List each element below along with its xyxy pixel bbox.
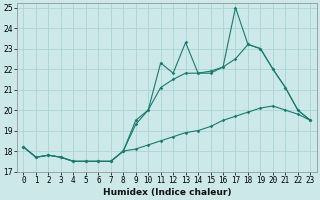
X-axis label: Humidex (Indice chaleur): Humidex (Indice chaleur) [103,188,231,197]
